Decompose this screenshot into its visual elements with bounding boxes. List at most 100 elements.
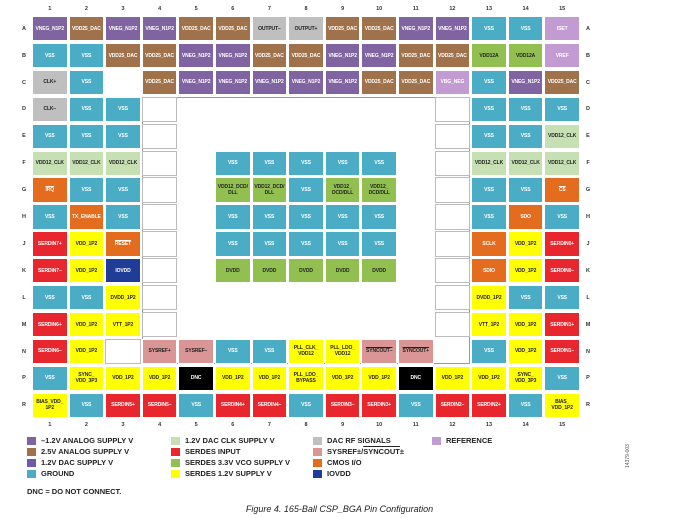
pin-label: VSS (484, 106, 494, 113)
empty-ball-G12 (434, 177, 471, 203)
pin-label: VSS (301, 187, 311, 194)
column-number-5: 5 (194, 6, 198, 12)
pin-N4: SYSREF+ (141, 338, 178, 365)
pin-H9: VSS (324, 204, 361, 230)
pin-A13: VSS (471, 16, 507, 42)
figure-caption: Figure 4. 165-Ball CSP_BGA Pin Configura… (245, 504, 434, 514)
legend-item-sys: SYSREF±/SYNCOUT± (313, 447, 404, 456)
pin-N13: VSS (471, 338, 507, 365)
pin-label: VSS (410, 402, 421, 409)
pin-label: VDD12_CLK (548, 133, 577, 140)
pin-P5: DNC (178, 365, 214, 392)
legend-swatch (27, 447, 36, 456)
column-number-3: 3 (121, 6, 125, 12)
pin-label: VNEG_N1P2 (438, 25, 467, 32)
row-letter-G: G (21, 187, 27, 194)
legend-swatch (27, 469, 36, 478)
row-letter-D: D (586, 106, 590, 113)
pin-label: VSS (81, 106, 92, 113)
legend-swatch (171, 469, 180, 478)
pin-label: VDD12A (479, 52, 499, 59)
pin-A1: VNEG_N1P2 (32, 16, 68, 42)
pin-label: VDD_1P2 (441, 375, 464, 382)
pin-label: VDD_1P2 (478, 375, 500, 382)
pin-label: CLK+ (43, 79, 57, 86)
pin-R4: SERDIN5– (141, 392, 178, 418)
pin-label: VDD12A (516, 52, 536, 59)
pin-P15: VSS (544, 365, 580, 392)
pin-label: VSS (227, 240, 238, 247)
column-number-5: 5 (194, 421, 198, 428)
pin-label: SERDIN6+ (37, 321, 62, 328)
pin-A11: VNEG_N1P2 (398, 16, 434, 42)
pin-label: TX_ENABLE (71, 213, 101, 220)
pin-label: VSS (301, 240, 311, 247)
pin-label: VSS (227, 213, 238, 220)
pin-label: VSS (520, 402, 531, 409)
pin-F14: VDD12_CLK (507, 150, 544, 176)
pin-F8: VSS (288, 150, 324, 176)
pin-label: DVDD (225, 267, 240, 274)
pin-M14: VDD_1P2 (507, 311, 544, 338)
pin-label: PLL_LDO_ BYPASS (293, 372, 319, 385)
pin-P10: VDD_1P2 (361, 365, 397, 392)
pin-label: SERDIN6– (37, 348, 62, 355)
pin-B2: VSS (68, 42, 105, 69)
column-number-7: 7 (267, 421, 271, 428)
legend-swatch (313, 447, 322, 456)
pin-label: SERDIN2+ (477, 402, 501, 409)
legend-label: REFERENCE (446, 436, 493, 445)
pin-label: OUTPUT– (258, 25, 281, 32)
pin-label: SCLK (482, 240, 496, 247)
pin-P1: VSS (32, 365, 68, 392)
pin-label: CLK– (43, 106, 57, 113)
pin-label: SERDIN5+ (111, 402, 135, 409)
pin-label: VDD25_DAC (291, 52, 321, 59)
pin-P8: PLL_LDO_ BYPASS (288, 365, 324, 392)
pin-label: VDD_1P2 (331, 375, 354, 382)
pin-R12: SERDIN2– (434, 392, 471, 418)
row-letter-F: F (22, 160, 26, 167)
pin-H6: VSS (215, 204, 251, 230)
pin-label: IRQ (45, 187, 55, 194)
pin-label: VDD_1P2 (112, 375, 134, 382)
pin-B5: VNEG_N1P2 (178, 42, 214, 69)
pin-label: VSS (81, 79, 92, 86)
pin-C15: VDD25_DAC (544, 69, 580, 96)
row-letter-C: C (22, 79, 26, 86)
pin-label: SERDIN4+ (220, 402, 245, 409)
legend-label: IOVDD (327, 469, 351, 478)
pin-label: VDD12_ DCD/DLL (331, 184, 354, 197)
pin-label: VNEG_N1P2 (181, 79, 211, 86)
column-number-14: 14 (522, 421, 529, 428)
pin-label: VNEG_N1P2 (511, 79, 540, 86)
pin-K1: SERDIN7– (32, 258, 68, 284)
pin-K15: SERDIN0– (544, 258, 580, 284)
pin-L1: VSS (32, 285, 68, 311)
pin-label: VBG_NEG (440, 79, 465, 86)
pin-label: VDD12_CLK (108, 160, 138, 167)
pin-K3: IOVDD (105, 258, 141, 284)
pin-label: SERDIN2– (440, 402, 465, 409)
legend-item-iov: IOVDD (313, 469, 351, 478)
pin-label: VSS (301, 213, 311, 220)
pin-F2: VDD12_CLK (68, 150, 105, 176)
pin-C1: CLK+ (32, 69, 68, 96)
pin-N2: VDD_1P2 (68, 338, 105, 365)
pin-label: VDD25_DAC (401, 52, 431, 59)
legend-swatch (171, 436, 180, 445)
row-letter-P: P (586, 375, 590, 382)
pin-label: VDD_1P2 (514, 240, 537, 247)
pin-label: VSS (44, 133, 55, 140)
pin-label: VNEG_N1P2 (364, 52, 394, 59)
pin-label: VSS (227, 160, 238, 167)
pin-label: VDD_1P2 (514, 321, 537, 328)
pin-label: VDD12_CLK (511, 160, 540, 167)
pin-A15: ISET (544, 16, 580, 42)
row-letter-B: B (586, 52, 590, 59)
pin-L13: DVDD_1P2 (471, 285, 507, 311)
pin-C14: VNEG_N1P2 (507, 69, 544, 96)
pin-R3: SERDIN5+ (105, 392, 141, 418)
pin-label: VDD25_DAC (364, 79, 394, 86)
empty-ball-D12 (434, 96, 471, 123)
